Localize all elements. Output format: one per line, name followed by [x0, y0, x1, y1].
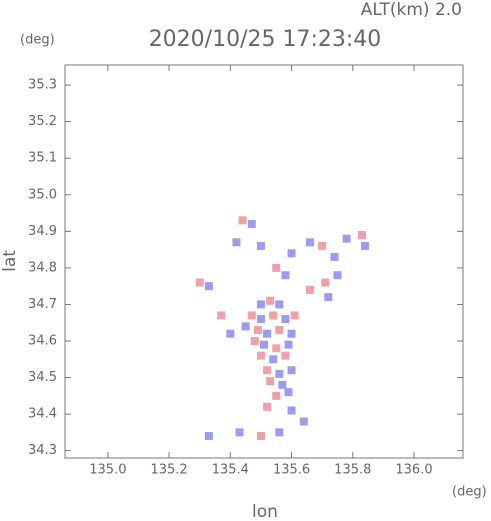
velocity-cell — [238, 216, 247, 225]
velocity-cell — [287, 329, 296, 338]
y-tick-label: 35.2 — [28, 114, 57, 129]
subtitle: ALT(km) 2.0 — [361, 0, 462, 20]
velocity-cell — [269, 311, 278, 320]
plot-frame — [64, 64, 464, 459]
velocity-cell — [330, 252, 339, 261]
velocity-cell — [281, 351, 290, 360]
y-axis-title: lat — [0, 250, 20, 272]
y-unit: (deg) — [20, 33, 55, 48]
velocity-cell — [204, 282, 213, 291]
velocity-cell — [305, 238, 314, 247]
velocity-cell — [247, 220, 256, 229]
velocity-cell — [204, 432, 213, 441]
velocity-cell — [263, 329, 272, 338]
velocity-cell — [278, 380, 287, 389]
x-tick-label: 135.8 — [334, 463, 371, 478]
x-tick-label: 135.0 — [89, 463, 126, 478]
velocity-cell — [272, 263, 281, 272]
velocity-cell — [342, 234, 351, 243]
velocity-cell — [217, 311, 226, 320]
velocity-cell — [299, 417, 308, 426]
velocity-cell — [287, 249, 296, 258]
y-tick-label: 34.5 — [28, 370, 57, 385]
x-unit: (deg) — [452, 485, 487, 500]
velocity-cell — [256, 300, 265, 309]
y-tick-label: 34.7 — [28, 297, 57, 312]
y-tick-label: 35.0 — [28, 187, 57, 202]
velocity-cell — [357, 230, 366, 239]
chart-title: 2020/10/25 17:23:40 — [149, 27, 382, 52]
velocity-cell — [247, 311, 256, 320]
velocity-cell — [287, 366, 296, 375]
x-tick-label: 136.0 — [395, 463, 432, 478]
velocity-cell — [260, 340, 268, 349]
y-tick-label: 34.9 — [28, 224, 57, 239]
velocity-cell — [324, 293, 333, 302]
velocity-cell — [318, 241, 327, 250]
velocity-cell — [275, 428, 284, 437]
velocity-cell — [226, 329, 235, 338]
velocity-cell — [361, 241, 370, 250]
velocity-cell — [333, 271, 342, 280]
y-tick-label: 35.3 — [28, 78, 57, 93]
velocity-cell — [232, 238, 241, 247]
velocity-cell — [275, 300, 284, 309]
velocity-cell — [256, 351, 265, 360]
velocity-cell — [266, 296, 275, 305]
velocity-cell — [269, 355, 278, 364]
velocity-cell — [253, 326, 262, 335]
y-tick-label: 34.3 — [28, 443, 57, 458]
velocity-cell — [272, 391, 281, 400]
velocity-cell — [256, 241, 265, 250]
velocity-cell — [256, 315, 265, 324]
velocity-cell — [290, 311, 299, 320]
x-tick-label: 135.4 — [212, 463, 249, 478]
x-tick-label: 135.2 — [150, 463, 187, 478]
velocity-cell — [275, 369, 284, 378]
velocity-cell — [195, 278, 204, 287]
velocity-cell — [284, 388, 293, 397]
velocity-cell — [263, 366, 272, 375]
velocity-cell — [263, 402, 272, 411]
velocity-cell — [275, 326, 284, 335]
x-tick-label: 135.6 — [273, 463, 310, 478]
velocity-cell — [284, 340, 293, 349]
x-axis-title: lon — [252, 502, 278, 521]
velocity-cell — [305, 285, 314, 294]
velocity-cell — [287, 406, 296, 415]
y-tick-label: 35.1 — [28, 151, 57, 166]
velocity-cell — [235, 428, 244, 437]
velocity-cell — [281, 271, 290, 280]
velocity-cell — [272, 344, 281, 353]
velocity-cell — [266, 377, 275, 386]
velocity-cell — [250, 337, 259, 346]
velocity-cell — [241, 322, 250, 331]
velocity-cell — [321, 278, 330, 287]
y-tick-label: 34.8 — [28, 260, 57, 275]
y-tick-label: 34.4 — [28, 407, 57, 422]
velocity-cell — [256, 432, 265, 441]
y-tick-label: 34.6 — [28, 334, 57, 349]
velocity-cell — [281, 315, 290, 324]
